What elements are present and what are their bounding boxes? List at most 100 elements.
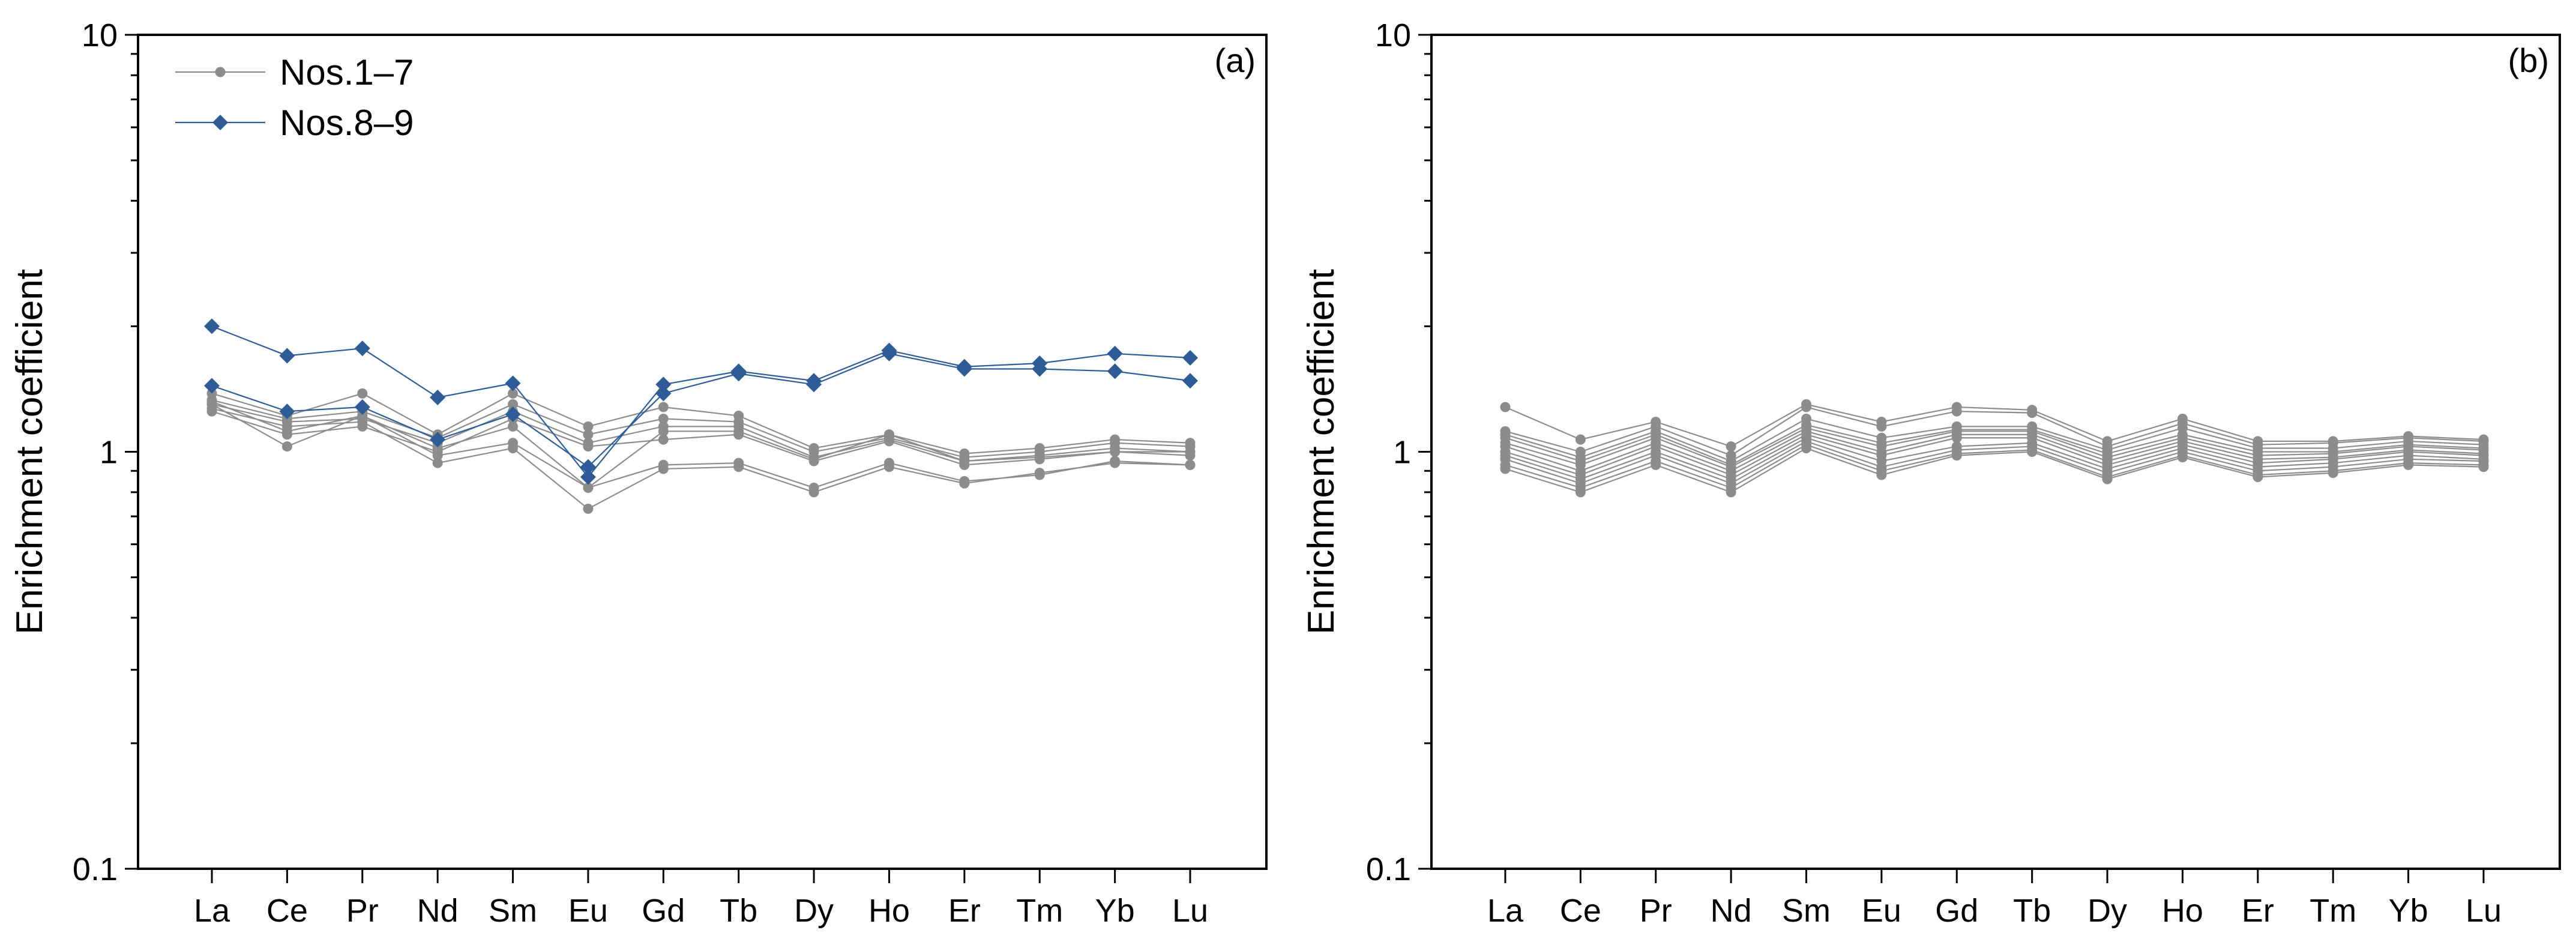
series-line <box>1505 437 2484 480</box>
data-point-circle <box>1110 447 1121 457</box>
series-line <box>211 408 1191 510</box>
y-tick-label: 1 <box>100 435 118 471</box>
data-point-diamond <box>1107 345 1123 361</box>
series-line <box>1505 430 2484 472</box>
legend-label: Nos.1–7 <box>280 52 414 92</box>
series-line <box>211 399 1191 458</box>
data-point-diamond <box>655 376 672 393</box>
series-8 <box>204 318 1198 485</box>
series-line <box>1505 406 2484 456</box>
data-point-circle <box>1726 487 1736 498</box>
data-point-circle <box>658 426 669 436</box>
x-tick-label-ho: Ho <box>868 893 910 929</box>
legend-marker-diamond <box>212 115 228 130</box>
y-tick-label: 1 <box>1393 435 1411 471</box>
x-tick-label-eu: Eu <box>568 893 608 929</box>
y-tick-label: 0.1 <box>73 851 118 887</box>
data-point-diamond <box>354 399 370 415</box>
x-tick-label-gd: Gd <box>1935 893 1978 929</box>
data-point-diamond <box>1107 363 1123 379</box>
data-point-diamond <box>204 318 220 334</box>
data-point-diamond <box>204 378 220 394</box>
data-point-circle <box>1801 443 1812 454</box>
series-11 <box>1500 443 2489 498</box>
data-point-circle <box>508 421 519 432</box>
data-point-circle <box>2102 474 2113 485</box>
data-point-circle <box>1726 441 1736 452</box>
series-line <box>211 411 1191 466</box>
data-point-circle <box>1034 468 1045 479</box>
data-point-circle <box>1876 421 1887 432</box>
data-point-circle <box>959 478 970 489</box>
data-point-circle <box>658 402 669 412</box>
series-line <box>211 393 1191 454</box>
data-point-circle <box>658 463 669 474</box>
data-point-diamond <box>580 459 596 475</box>
data-point-diamond <box>505 375 521 391</box>
data-point-circle <box>733 462 744 473</box>
series-7 <box>206 396 1196 493</box>
series-5 <box>206 399 1196 493</box>
data-point-circle <box>883 462 894 473</box>
plot-frame <box>137 34 1268 870</box>
x-tick-label-tb: Tb <box>2013 893 2051 929</box>
data-point-circle <box>1500 402 1511 412</box>
data-point-diamond <box>279 403 295 420</box>
data-point-circle <box>808 454 819 465</box>
data-point-diamond <box>806 376 822 393</box>
legend: Nos.1–7 Nos.8–9 <box>175 52 414 143</box>
data-point-circle <box>2027 447 2038 457</box>
x-tick-label-la: La <box>1487 893 1524 929</box>
x-tick-label-tm: Tm <box>1016 893 1063 929</box>
data-point-diamond <box>956 361 972 377</box>
legend-marker-circle <box>215 67 226 77</box>
x-tick-label-sm: Sm <box>1782 893 1831 929</box>
data-point-circle <box>357 411 368 421</box>
data-point-circle <box>1876 470 1887 480</box>
data-point-circle <box>2252 472 2263 483</box>
data-point-circle <box>583 441 594 452</box>
series-line <box>211 400 1190 489</box>
data-point-circle <box>2403 459 2414 470</box>
x-tick-label-nd: Nd <box>417 893 459 929</box>
series-line <box>1505 440 2484 485</box>
chart-panel-a: 0.1 1 10 Enrichment coefficient La Ce Pr Nd Sm Eu… <box>9 17 1268 929</box>
data-point-circle <box>432 457 443 468</box>
x-tick-label-eu: Eu <box>1862 893 1901 929</box>
data-point-circle <box>206 396 217 407</box>
data-point-diamond <box>881 345 897 361</box>
data-point-circle <box>2328 468 2338 479</box>
series-line <box>1505 447 2484 494</box>
data-point-diamond <box>1182 373 1198 389</box>
data-point-circle <box>1951 406 1962 417</box>
x-tick-label-er: Er <box>948 893 981 929</box>
data-point-circle <box>357 388 368 399</box>
data-point-diamond <box>1182 350 1198 366</box>
y-tick-label: 10 <box>82 17 118 53</box>
data-point-circle <box>1575 434 1586 445</box>
series-2 <box>206 394 1196 463</box>
series-line <box>1505 418 2484 462</box>
data-point-diamond <box>730 366 747 382</box>
data-point-circle <box>808 487 819 498</box>
data-point-diamond <box>430 432 446 448</box>
x-tick-label-er: Er <box>2242 893 2274 929</box>
chart-panel-b: 0.1 1 10 Enrichment coefficient La Ce Pr Nd Sm Eu… <box>1301 17 2561 929</box>
data-point-circle <box>2177 452 2188 463</box>
data-point-circle <box>432 450 443 461</box>
data-point-circle <box>508 443 519 454</box>
x-tick-label-yb: Yb <box>1095 893 1135 929</box>
data-point-circle <box>1575 487 1586 498</box>
series-line <box>211 403 1191 489</box>
data-point-circle <box>583 421 594 432</box>
series-line <box>1505 403 2484 447</box>
series-line <box>1505 424 2484 466</box>
series-line <box>211 325 1191 479</box>
data-point-circle <box>583 429 594 440</box>
series-4 <box>206 406 1196 470</box>
x-tick-label-sm: Sm <box>489 893 537 929</box>
series-6 <box>206 403 1196 514</box>
data-point-circle <box>2027 408 2038 418</box>
data-point-circle <box>281 441 292 452</box>
